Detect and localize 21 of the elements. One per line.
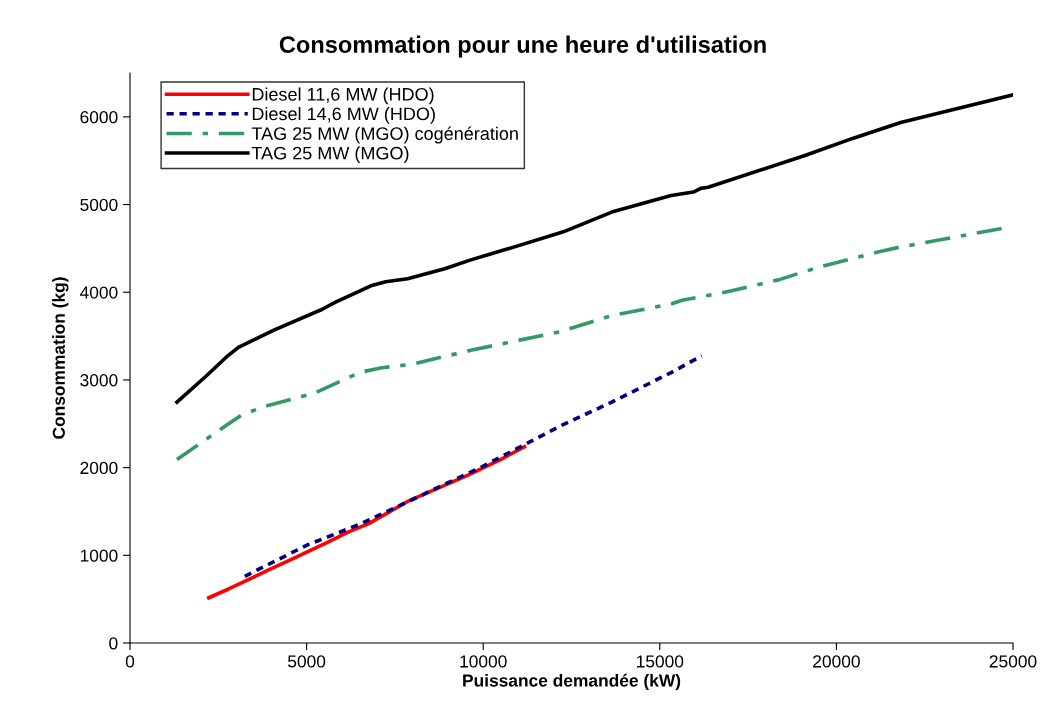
x-tick-label: 25000 [989,655,1037,668]
x-tick-label: 15000 [636,655,684,668]
legend-label: Diesel 14,6 MW (HDO) [252,106,435,124]
y-tick-label: 2000 [80,461,118,475]
x-tick-label: 10000 [460,655,507,668]
y-tick-label: 6000 [80,111,118,124]
y-tick-label: 1000 [80,549,118,562]
line-series [242,354,704,579]
x-axis-title: Puissance demandée (kW) [463,673,681,691]
y-axis-title: Consommation (kg) [52,277,69,439]
x-tick-label: 0 [125,655,135,668]
x-tick-label: 20000 [813,655,860,668]
chart-title: Consommation pour une heure d'utilisation [279,35,766,58]
legend-label: TAG 25 MW (MGO) [251,146,409,164]
y-tick-label: 4000 [79,286,118,299]
x-tick-label: 5000 [287,655,326,668]
legend-label: TAG 25 MW (MGO) cogénération [251,126,518,144]
y-tick-label: 0 [109,637,118,650]
y-tick-label: 5000 [80,198,118,211]
y-tick-label: 3000 [80,374,118,387]
legend-label: Diesel 11,6 MW (HDO) [252,87,434,105]
